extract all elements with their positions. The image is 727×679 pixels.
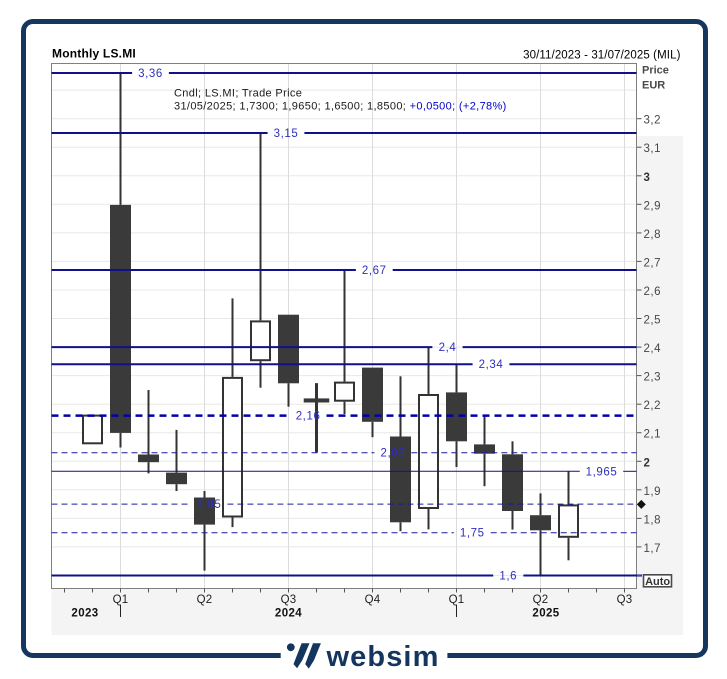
svg-text:2,67: 2,67 <box>362 265 387 277</box>
svg-text:1,7: 1,7 <box>644 543 662 555</box>
svg-text:2,16: 2,16 <box>296 411 321 423</box>
svg-text:3,36: 3,36 <box>138 68 163 80</box>
svg-text:2,8: 2,8 <box>644 229 662 241</box>
svg-text:2025: 2025 <box>532 608 559 620</box>
svg-text:2,4: 2,4 <box>439 342 457 354</box>
svg-text:2024: 2024 <box>275 608 302 620</box>
svg-text:1,9: 1,9 <box>644 486 662 498</box>
svg-text:Q4: Q4 <box>365 594 381 606</box>
svg-text:2,1: 2,1 <box>644 429 662 441</box>
svg-text:2,9: 2,9 <box>644 200 662 212</box>
svg-text:1,8: 1,8 <box>644 514 662 526</box>
svg-text:2,3: 2,3 <box>644 372 662 384</box>
svg-text:2,7: 2,7 <box>644 257 662 269</box>
svg-text:30/11/2023 - 31/07/2025 (MIL): 30/11/2023 - 31/07/2025 (MIL) <box>523 49 680 61</box>
svg-text:2,6: 2,6 <box>644 286 662 298</box>
svg-text:Q1: Q1 <box>113 594 129 606</box>
svg-text:websim: websim <box>326 641 440 673</box>
svg-text:Cndl; LS.MI; Trade Price: Cndl; LS.MI; Trade Price <box>174 88 302 100</box>
svg-text:1,965: 1,965 <box>586 466 618 478</box>
svg-text:2: 2 <box>644 457 651 469</box>
svg-text:1,75: 1,75 <box>460 528 485 540</box>
svg-text:1,85: 1,85 <box>197 499 222 511</box>
svg-text:Q3: Q3 <box>281 594 297 606</box>
svg-text:2,03: 2,03 <box>381 448 406 460</box>
svg-text:31/05/2025; 1,7300; 1,9650; 1,: 31/05/2025; 1,7300; 1,9650; 1,6500; 1,85… <box>174 101 507 113</box>
svg-text:Q2: Q2 <box>197 594 213 606</box>
svg-text:2,34: 2,34 <box>479 359 504 371</box>
svg-text:Q3: Q3 <box>617 594 633 606</box>
svg-text:3: 3 <box>644 172 651 184</box>
svg-text:2,5: 2,5 <box>644 315 662 327</box>
svg-text:EUR: EUR <box>642 79 665 91</box>
svg-text:Q1: Q1 <box>449 594 465 606</box>
svg-text:Price: Price <box>642 65 669 77</box>
svg-text:3,15: 3,15 <box>274 128 299 140</box>
svg-text:Auto: Auto <box>645 576 670 588</box>
svg-text:Monthly LS.MI: Monthly LS.MI <box>52 47 136 61</box>
svg-text:3,1: 3,1 <box>644 143 662 155</box>
svg-text:Q2: Q2 <box>533 594 549 606</box>
svg-text:2,2: 2,2 <box>644 400 662 412</box>
svg-text:1,6: 1,6 <box>499 571 517 583</box>
svg-text:3,2: 3,2 <box>644 115 662 127</box>
svg-text:2,4: 2,4 <box>644 343 662 355</box>
svg-text:2023: 2023 <box>71 608 98 620</box>
